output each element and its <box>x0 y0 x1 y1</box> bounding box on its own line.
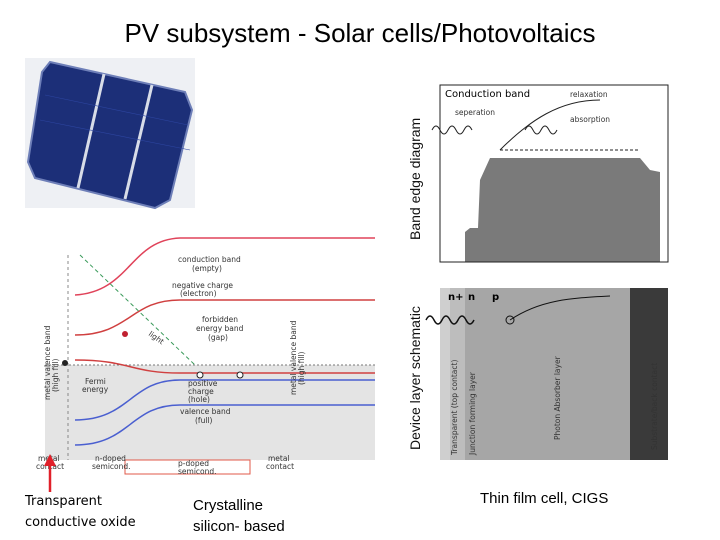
diagram-label: n-doped <box>95 454 126 463</box>
layer-label: Photon Absorber layer <box>553 355 562 440</box>
caption: silicon- based <box>193 518 285 535</box>
diagram-label: semicond. <box>92 462 131 471</box>
diagram-label: absorption <box>570 115 610 124</box>
diagram-label: conduction band <box>178 255 241 264</box>
diagram-label: metal valence band <box>289 320 298 395</box>
layer-label: Transparent (top contact) <box>450 360 459 456</box>
caption: conductive oxide <box>25 515 136 530</box>
panel-title: Device layer schematic <box>407 306 423 450</box>
diagram-label: (gap) <box>208 333 228 342</box>
diagram-label: metal <box>268 454 290 463</box>
diagram-label: positive <box>188 379 218 388</box>
diagram-label: seperation <box>455 108 495 117</box>
diagram-label: forbidden <box>202 315 238 324</box>
diagram-label: (high fill) <box>297 351 306 385</box>
region-label: p <box>492 292 499 303</box>
diagram-label: Conduction band <box>445 89 530 100</box>
diagram-label: (electron) <box>180 289 217 298</box>
diagram-label: negative charge <box>172 281 233 290</box>
silicon-band-diagram: conduction band (empty) negative charge … <box>36 237 375 476</box>
diagram-label: energy band <box>196 324 244 333</box>
diagram-label: relaxation <box>570 90 608 99</box>
diagram-label: (high fill) <box>51 358 60 392</box>
diagram-label: charge <box>188 387 214 396</box>
diagram-label: valence band <box>180 407 231 416</box>
diagram-label: semicond. <box>178 467 217 476</box>
caption: Thin film cell, CIGS <box>480 490 608 507</box>
diagram-label: energy <box>82 385 109 394</box>
diagram-label: contact <box>266 462 294 471</box>
diagram-label: (empty) <box>192 264 222 273</box>
region-label: n <box>468 292 475 303</box>
pointer-arrowhead <box>44 454 56 466</box>
slide-title: PV subsystem - Solar cells/Photovoltaics <box>124 18 595 48</box>
diagram-label: (hole) <box>188 395 210 404</box>
cigs-diagram: Conduction band relaxation seperation ab… <box>405 80 680 465</box>
layer-label: Junction forming layer <box>468 371 477 456</box>
diagram-label: light <box>147 329 166 346</box>
region-label: n+ <box>448 292 464 303</box>
diagram-label: p-doped <box>178 459 209 468</box>
solar-cell-image <box>25 58 195 210</box>
diagram-label: (full) <box>195 416 212 425</box>
diagram-label: Fermi <box>85 377 106 386</box>
layer-label: Substrate/back contact <box>650 363 659 450</box>
diagram-label: metal valence band <box>43 325 52 400</box>
caption: Transparent <box>24 494 102 509</box>
panel-title: Band edge diagram <box>407 118 423 240</box>
caption: Crystalline <box>193 497 263 514</box>
